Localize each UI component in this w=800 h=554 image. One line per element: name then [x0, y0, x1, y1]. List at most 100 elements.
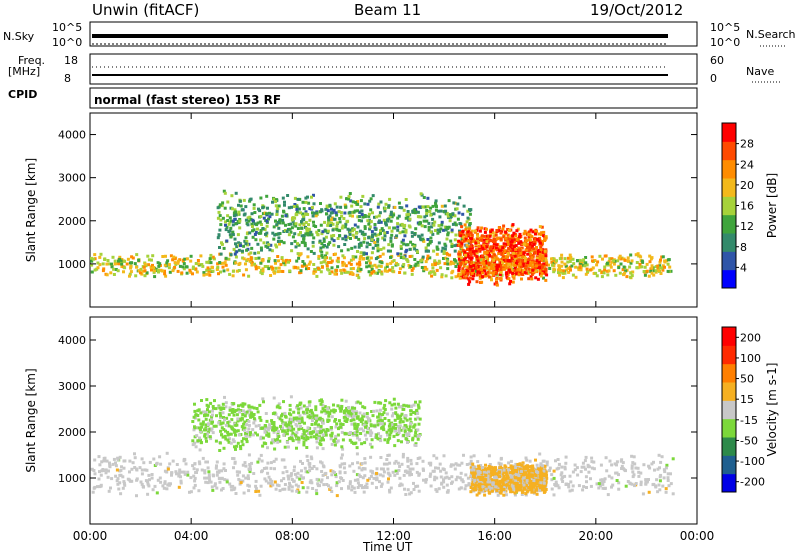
- cell-0-0: [407, 263, 411, 267]
- cell-0-1: [239, 244, 242, 248]
- cell-1-1: [334, 425, 338, 429]
- cell-0-2: [513, 254, 517, 258]
- cell-0-0: [374, 271, 378, 275]
- cell-1-0: [92, 469, 96, 472]
- cell-0-1: [266, 241, 270, 245]
- cell-1-0: [657, 483, 661, 487]
- cell-0-2: [502, 267, 506, 271]
- cell-0-1: [419, 237, 422, 241]
- cell-1-2: [544, 470, 548, 474]
- cell-1-1: [379, 439, 383, 443]
- cell-1-0: [630, 454, 634, 458]
- cell-0-0: [373, 263, 377, 267]
- panel-frame-0: [89, 112, 698, 308]
- cell-1-1: [233, 429, 237, 432]
- cell-0-1: [353, 245, 357, 249]
- cell-0-0: [147, 258, 151, 262]
- cell-0-2: [529, 275, 533, 279]
- cell-0-0: [645, 262, 649, 266]
- cell-0-0: [301, 264, 305, 268]
- cell-0-0: [630, 259, 634, 263]
- cell-0-1: [332, 208, 336, 212]
- cell-0-2: [530, 244, 534, 248]
- cell-0-1: [456, 202, 460, 206]
- cell-1-0: [169, 482, 172, 486]
- cell-0-1: [421, 237, 425, 241]
- cell-0-1: [458, 196, 462, 200]
- cell-1-1: [321, 428, 325, 432]
- cell-0-0: [158, 264, 162, 267]
- cell-1-0: [107, 489, 111, 493]
- cpid-label: CPID: [8, 88, 38, 101]
- cell-0-1: [408, 217, 412, 221]
- cell-1-0: [563, 465, 567, 469]
- cell-1-0: [342, 466, 346, 470]
- cell-0-0: [666, 262, 670, 266]
- cell-0-1: [413, 208, 416, 212]
- cell-1-1: [241, 404, 245, 408]
- cell-0-1: [440, 223, 444, 227]
- cell-1-0: [597, 482, 601, 486]
- cell-1-0: [450, 475, 454, 479]
- cell-1-1: [353, 426, 357, 430]
- cell-0-0: [269, 274, 273, 277]
- cell-0-1: [431, 222, 435, 226]
- cell-0-2: [514, 244, 518, 248]
- cell-0-2: [519, 272, 523, 276]
- cell-0-2: [493, 267, 497, 271]
- cell-1-0: [429, 461, 433, 465]
- cell-1-0: [365, 486, 369, 489]
- cell-1-1: [317, 436, 321, 440]
- cell-0-1: [422, 239, 426, 243]
- cell-1-0: [263, 477, 267, 481]
- cell-1-0: [453, 467, 457, 471]
- cell-0-0: [358, 269, 362, 273]
- cell-0-1: [368, 225, 372, 229]
- cell-0-1: [370, 251, 374, 255]
- cell-1-0: [340, 453, 344, 457]
- cell-0-2: [509, 253, 513, 257]
- cell-0-1: [351, 200, 355, 204]
- cell-0-1: [387, 205, 391, 209]
- cell-1-0: [561, 480, 565, 483]
- cell-1-1: [193, 402, 196, 406]
- cell-1-1: [387, 424, 391, 428]
- cell-0-2: [536, 262, 539, 265]
- cell-0-1: [301, 212, 305, 216]
- cell-0-2: [506, 228, 510, 231]
- cell-0-2: [538, 257, 542, 260]
- cell-0-2: [519, 265, 523, 269]
- cell-1-0: [213, 484, 217, 488]
- cell-0-1: [367, 212, 371, 216]
- cell-1-1: [240, 416, 244, 420]
- cell-0-1: [404, 228, 408, 232]
- cell-1-1: [380, 422, 384, 426]
- cell-1-0: [620, 458, 624, 462]
- cell-0-0: [133, 262, 137, 266]
- cell-0-1: [447, 225, 451, 229]
- cell-1-1: [193, 409, 197, 413]
- cell-1-1: [393, 418, 397, 422]
- cell-1-1: [210, 421, 214, 425]
- cell-0-0: [242, 257, 246, 261]
- cell-0-0: [557, 264, 561, 268]
- cell-1-0: [179, 479, 183, 483]
- cell-0-1: [302, 236, 306, 240]
- cell-0-0: [348, 272, 352, 276]
- cell-1-0: [550, 487, 554, 491]
- cell-1-1: [248, 433, 252, 437]
- cell-1-0: [100, 469, 104, 473]
- cell-0-0: [432, 270, 435, 274]
- cell-1-1: [339, 409, 343, 413]
- cell-0-1: [246, 216, 250, 220]
- cell-0-1: [425, 211, 429, 215]
- cell-0-1: [312, 193, 315, 197]
- cell-0-0: [117, 262, 121, 266]
- cell-0-2: [511, 237, 515, 241]
- cell-0-2: [512, 240, 516, 244]
- cell-0-2: [474, 241, 478, 245]
- cell-1-0: [193, 462, 197, 466]
- cell-0-1: [356, 202, 360, 206]
- cell-1-1: [396, 439, 400, 443]
- cell-0-1: [374, 244, 378, 247]
